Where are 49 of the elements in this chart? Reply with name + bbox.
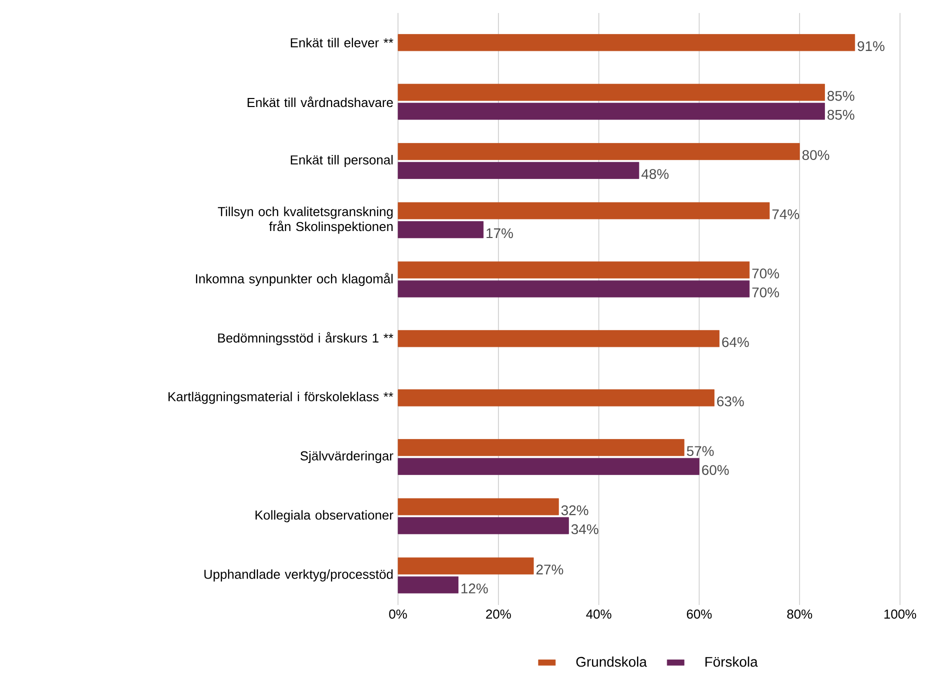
data-label: 57% [686,446,714,456]
data-label: 63% [717,396,744,406]
y-tick-label: Enkät till vårdnadshavare [248,96,393,108]
y-tick-label: Inkomna synpunkter och klagomål [196,272,393,286]
bar [398,517,569,534]
x-tick-label: 0% [389,610,407,619]
data-label: 74% [772,209,800,220]
data-label: 80% [802,150,830,160]
data-label: 12% [461,584,488,594]
x-tick-label: 20% [486,610,511,619]
data-label: 32% [561,505,588,516]
bar [398,143,800,160]
data-label: 70% [752,268,780,278]
data-label: 85% [828,110,854,120]
y-tick-label: Enkät till personal [290,154,393,168]
y-tick-label: Självvärderingar [300,450,394,464]
bar [398,280,750,298]
bar [398,498,559,516]
data-label: 85% [828,90,854,101]
x-tick-label: 40% [586,610,612,619]
data-label: 60% [702,465,729,475]
x-tick-label: 100% [884,610,916,619]
data-label: 91% [858,41,884,52]
y-tick-label: Upphandlade verktyg/processtöd [204,569,393,582]
x-tick-label: 80% [787,610,812,619]
data-label: 27% [536,564,564,574]
bar [398,458,700,475]
bar [398,557,534,574]
data-label: 34% [571,524,598,534]
legend-label: Grundskola [576,656,647,667]
bar [398,439,684,456]
data-label: 64% [722,337,749,348]
bar [398,202,770,220]
x-tick-label: 60% [686,610,712,619]
bar [398,576,458,594]
bar [398,261,750,278]
y-tick-label: Kartläggningsmaterial i förskoleklass ** [168,392,394,404]
data-label: 48% [641,169,669,179]
y-tick-label: Tillsyn och kvalitetsgranskning från Skolinspektionen [218,206,393,234]
bar [398,84,825,101]
y-tick-label: Enkät till elever ** [290,38,394,48]
y-tick-label: Bedömningsstöd i årskurs 1 ** [218,332,394,346]
y-tick-label: Kollegiala observationer [256,510,394,522]
legend-label: Förskola [705,656,758,667]
bar [398,162,640,179]
data-label: 70% [752,287,780,298]
bar [398,102,825,120]
bar [398,221,484,238]
data-label: 17% [486,228,513,238]
